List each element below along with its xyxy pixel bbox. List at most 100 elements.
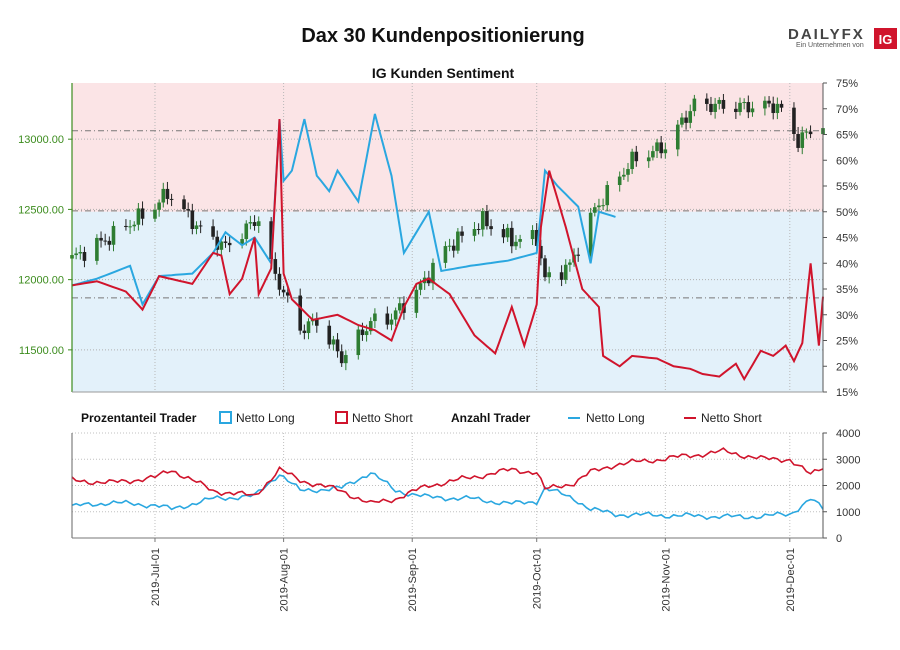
date-tick-label: 2019-Sep-01 <box>407 548 419 612</box>
candle-body <box>331 339 336 345</box>
candle-body <box>626 169 630 175</box>
legend-short-box <box>335 411 348 424</box>
count-tick-label: 0 <box>836 533 842 545</box>
candle-body <box>344 355 348 364</box>
candle-body <box>480 211 485 230</box>
candle-body <box>182 199 186 210</box>
candle-body <box>414 289 419 313</box>
candle-body <box>111 225 116 245</box>
top-chart-title: IG Kunden Sentiment <box>372 65 515 81</box>
candle-body <box>211 226 215 237</box>
short-zone-background <box>72 83 823 212</box>
candle-body <box>78 252 83 254</box>
candle-body <box>505 227 510 238</box>
candle-body <box>447 245 452 247</box>
date-tick-label: 2019-Aug-01 <box>279 548 291 612</box>
candle-body <box>692 98 697 112</box>
count-tick-label: 1000 <box>836 507 860 519</box>
count-tick-label: 4000 <box>836 428 860 440</box>
candle-body <box>244 223 249 240</box>
date-tick-label: 2019-Jul-01 <box>150 548 162 606</box>
candle-body <box>659 142 663 154</box>
candle-body <box>738 102 742 113</box>
candle-body <box>792 107 796 134</box>
candle-body <box>742 102 746 104</box>
candle-body <box>194 225 199 230</box>
candle-body <box>327 325 332 345</box>
candle-body <box>219 241 224 250</box>
candle-body <box>335 339 340 352</box>
logo-tagline: Ein Unternehmen von <box>796 42 864 49</box>
candle-body <box>804 131 809 133</box>
candle-body <box>750 108 755 113</box>
candle-body <box>518 239 522 242</box>
candle-body <box>103 240 107 242</box>
candle-body <box>605 185 610 206</box>
candle-body <box>617 176 622 186</box>
candle-body <box>256 221 261 226</box>
candle-body <box>771 103 776 114</box>
date-tick-label: 2019-Oct-01 <box>532 548 544 609</box>
candle-body <box>510 227 514 247</box>
candle-body <box>568 262 572 265</box>
candle-body <box>360 329 365 336</box>
candle-body <box>734 108 738 113</box>
candle-body <box>128 226 132 228</box>
candle-body <box>385 313 390 325</box>
price-tick-label: 12500.00 <box>18 204 64 216</box>
percent-tick-label: 25% <box>836 336 858 348</box>
percent-tick-label: 70% <box>836 104 858 116</box>
candle-body <box>165 188 170 199</box>
legend-short-percent-label: Netto Short <box>352 411 413 425</box>
candle-body <box>95 237 99 261</box>
candle-body <box>198 225 203 227</box>
candle-body <box>124 225 128 228</box>
candle-body <box>157 202 161 210</box>
candle-body <box>99 237 103 241</box>
candle-body <box>808 131 813 135</box>
ig-badge-background <box>874 28 897 49</box>
dailyfx-logo: DAILYFX Ein Unternehmen von IG <box>788 26 897 49</box>
price-tick-label: 13000.00 <box>18 134 64 146</box>
candle-body <box>634 151 639 162</box>
date-tick-label: 2019-Dec-01 <box>785 548 797 612</box>
count-tick-label: 3000 <box>836 454 860 466</box>
candle-body <box>273 259 278 274</box>
candle-body <box>601 205 605 207</box>
candle-body <box>298 295 303 331</box>
candle-body <box>514 241 518 247</box>
candle-body <box>684 117 688 123</box>
legend-group-count: Anzahl Trader <box>451 411 531 425</box>
candle-body <box>485 211 489 227</box>
candle-body <box>630 151 634 170</box>
candle-body <box>248 222 253 224</box>
logo-wordmark: DAILYFX <box>788 26 865 43</box>
candle-body <box>315 319 319 326</box>
candle-body <box>559 272 564 280</box>
long-zone-background <box>72 211 823 392</box>
count-panel: 0 1000 2000 3000 4000 2019-Jul-01 2019-Aug-01 2… <box>71 428 860 612</box>
candle-body <box>534 230 539 246</box>
ig-badge-text: IG <box>879 32 893 47</box>
net-long-percent-line <box>71 113 616 307</box>
candle-body <box>240 239 244 246</box>
candle-body <box>431 262 435 284</box>
percent-tick-label: 30% <box>836 310 858 322</box>
candle-body <box>763 100 767 109</box>
candle-body <box>622 174 626 177</box>
candle-body <box>389 319 394 325</box>
candle-body <box>451 245 456 251</box>
candle-body <box>169 198 174 200</box>
candle-body <box>393 310 398 320</box>
candle-body <box>186 209 190 211</box>
percent-tick-label: 60% <box>836 155 858 167</box>
candle-body <box>543 258 547 278</box>
percent-tick-label: 45% <box>836 233 858 245</box>
candle-body <box>223 241 228 243</box>
legend-long-count-label: Netto Long <box>586 411 645 425</box>
candle-body <box>576 254 580 256</box>
candle-body <box>721 99 726 109</box>
candle-body <box>501 229 506 238</box>
candle-body <box>252 222 257 226</box>
